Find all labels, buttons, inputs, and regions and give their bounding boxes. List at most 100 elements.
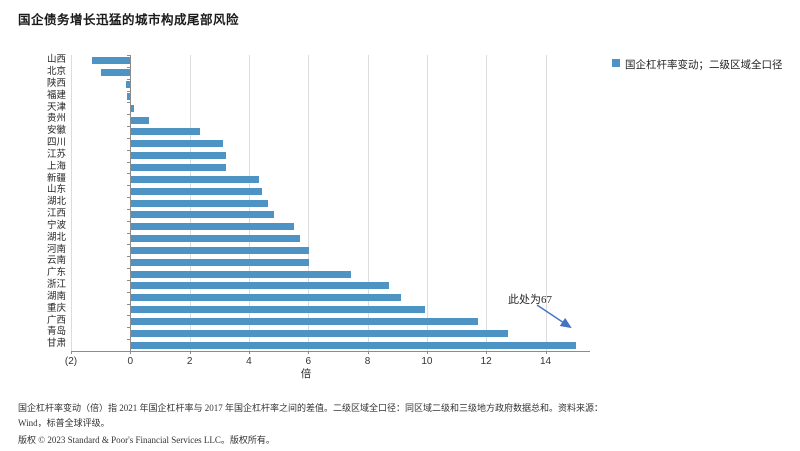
x-axis-tick-label: 8: [364, 356, 371, 367]
y-axis-tick: [127, 209, 131, 210]
y-axis-tick: [127, 150, 131, 151]
y-axis-tick: [127, 185, 131, 186]
y-axis-label: 北京: [46, 67, 66, 77]
y-axis-tick: [127, 327, 131, 328]
y-axis-label: 广东: [46, 268, 66, 279]
chart-bar: [131, 223, 295, 231]
chart-bar: [131, 187, 262, 195]
footnote-line-2: Wind，标普全球评级。: [18, 418, 110, 428]
chart-bar: [131, 270, 351, 278]
y-axis-label: 四川: [46, 138, 66, 149]
x-axis-tick: [426, 351, 428, 354]
y-axis-tick: [127, 339, 131, 340]
chart-bar: [131, 152, 227, 160]
chart-bar: [131, 258, 310, 266]
y-axis-label: 贵州: [46, 114, 66, 125]
x-axis-tick: [308, 351, 310, 354]
y-axis-tick: [127, 197, 131, 198]
y-axis-tick: [127, 256, 131, 257]
legend-label: 国企杠杆率变动；二级区域全口径: [625, 60, 783, 71]
x-axis-tick-label: 0: [127, 356, 134, 367]
x-axis-tick: [545, 351, 547, 354]
x-axis-line: [71, 351, 590, 352]
y-axis-line: [130, 55, 132, 351]
y-axis-tick: [127, 233, 131, 234]
chart-bar: [131, 211, 274, 219]
gridline: [426, 55, 428, 351]
x-axis-tick-label: 2: [186, 356, 193, 367]
x-axis-tick: [486, 351, 488, 354]
y-axis-label: 山东: [46, 185, 66, 196]
x-axis-tick-label: 10: [421, 356, 433, 367]
x-axis-tick-label: 6: [305, 356, 312, 367]
legend-marker-icon: [612, 59, 620, 67]
chart-bar: [131, 317, 479, 325]
y-axis-label: 青岛: [46, 327, 66, 338]
y-axis-tick: [127, 173, 131, 174]
chart-bar: [100, 69, 131, 77]
chart-bar: [125, 81, 131, 89]
x-axis-tick-label: 4: [246, 356, 252, 367]
x-axis-tick: [71, 351, 72, 354]
chart-bar: [131, 306, 425, 314]
y-axis-label: 山西: [46, 55, 66, 66]
y-axis-label: 湖北: [46, 232, 66, 243]
y-axis-tick: [127, 292, 131, 293]
y-axis-labels: 山西 北京 陕西 福建 天津 贵州 安徽 四川 江苏 上海 新疆 山东 湖北 江西 宁波 湖北 河南 云南 广东 浙江…: [0, 55, 66, 351]
y-axis-tick: [127, 138, 131, 139]
x-axis-tick-label: 14: [539, 356, 552, 367]
y-axis-label: 安徽: [46, 126, 66, 137]
y-axis-label: 陕西: [46, 78, 66, 89]
y-axis-tick: [127, 162, 131, 163]
annotation-label: 此处为67: [508, 294, 552, 306]
chart-bar: [131, 104, 135, 112]
y-axis-tick: [127, 221, 131, 222]
y-axis-label: 甘肃: [46, 339, 66, 350]
chart-bar: [131, 246, 310, 254]
gridline: [308, 55, 310, 351]
y-axis-tick: [127, 244, 131, 245]
chart-bar: [131, 235, 301, 243]
x-axis-tick-label: (2): [64, 356, 78, 367]
x-axis-tick: [189, 351, 191, 354]
y-axis-label: 广西: [46, 315, 66, 326]
y-axis-label: 上海: [46, 161, 66, 172]
y-axis-tick: [127, 304, 131, 305]
y-axis-tick: [127, 280, 131, 281]
plot-area: [71, 55, 590, 354]
chart-bar: [131, 294, 402, 302]
x-axis-title: 倍: [300, 369, 312, 380]
y-axis-label: 重庆: [46, 303, 66, 314]
x-axis-tick: [130, 351, 132, 354]
y-axis-label: 河南: [46, 244, 66, 255]
y-axis-label: 湖北: [46, 197, 66, 208]
x-axis-tick-label: 12: [480, 356, 492, 367]
chart-bar: [91, 57, 131, 65]
footnote-line-1: 国企杠杆率变动（倍）指 2021 年国企杠杆率与 2017 年国企杠杆率之间的差…: [18, 403, 604, 413]
y-axis-label: 湖南: [46, 291, 66, 302]
annotation-arrow-icon: [530, 300, 580, 341]
y-axis-tick: [127, 55, 131, 56]
copyright-line: 版权 © 2023 Standard & Poor's Financial Se…: [18, 435, 275, 445]
y-axis-label: 江苏: [46, 149, 66, 160]
y-axis-tick: [127, 126, 131, 127]
chart-bar: [131, 341, 577, 349]
chart-bar: [131, 140, 224, 148]
gridline: [486, 55, 488, 351]
y-axis-label: 浙江: [46, 280, 66, 291]
y-axis-tick: [127, 315, 131, 316]
chart-bar: [131, 282, 390, 290]
y-axis-tick: [127, 91, 131, 92]
y-axis-tick: [127, 114, 131, 115]
gridline: [367, 55, 369, 351]
chart-bar: [131, 329, 508, 337]
y-axis-label: 宁波: [46, 220, 66, 231]
y-axis-label: 福建: [46, 90, 66, 101]
chart-title: 国企债务增长迅猛的城市构成尾部风险: [18, 13, 240, 27]
y-axis-tick: [127, 351, 131, 352]
y-axis-tick: [127, 79, 131, 80]
y-axis-tick: [127, 102, 131, 103]
y-axis-label: 云南: [46, 256, 66, 267]
x-axis-tick: [367, 351, 369, 354]
